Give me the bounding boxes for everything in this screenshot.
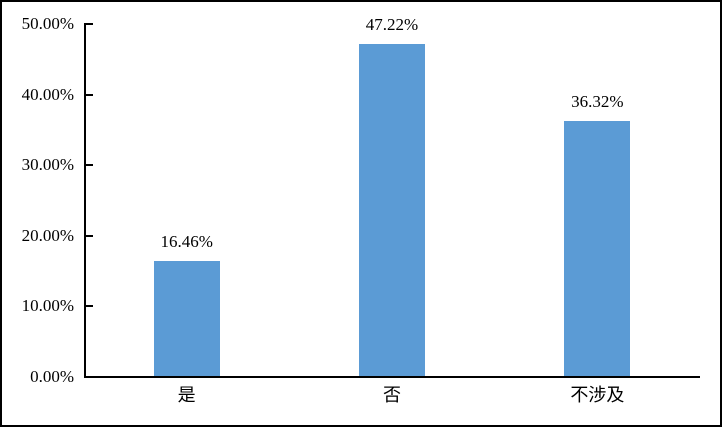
bar-value-label: 47.22%	[365, 14, 419, 34]
bar-value-label: 16.46%	[160, 231, 213, 251]
x-category-label: 否	[383, 385, 401, 405]
bar	[359, 43, 425, 377]
y-axis-tick	[84, 305, 93, 308]
y-axis-tick	[84, 164, 93, 167]
y-axis-tick	[84, 23, 93, 25]
x-category-label: 不涉及	[570, 385, 625, 405]
y-axis-tick	[84, 234, 93, 237]
y-axis-tick-label: 40.00%	[21, 84, 74, 104]
plot-area: 16.46% 47.22% 36.32%	[84, 15, 700, 378]
bar	[564, 120, 631, 377]
y-axis-tick	[84, 376, 93, 378]
y-axis-line	[84, 24, 86, 377]
y-axis-tick-label: 50.00%	[21, 14, 74, 33]
y-axis-tick-label: 0.00%	[30, 367, 74, 386]
y-axis-tick-label: 30.00%	[21, 155, 74, 175]
bar-value-label: 36.32%	[571, 91, 624, 111]
y-axis-tick-label: 20.00%	[21, 225, 74, 245]
y-axis-tick	[84, 93, 93, 96]
x-axis-line	[84, 376, 700, 378]
x-category-label: 是	[177, 385, 196, 405]
y-axis-tick-label: 10.00%	[21, 296, 74, 316]
bar	[153, 260, 220, 377]
